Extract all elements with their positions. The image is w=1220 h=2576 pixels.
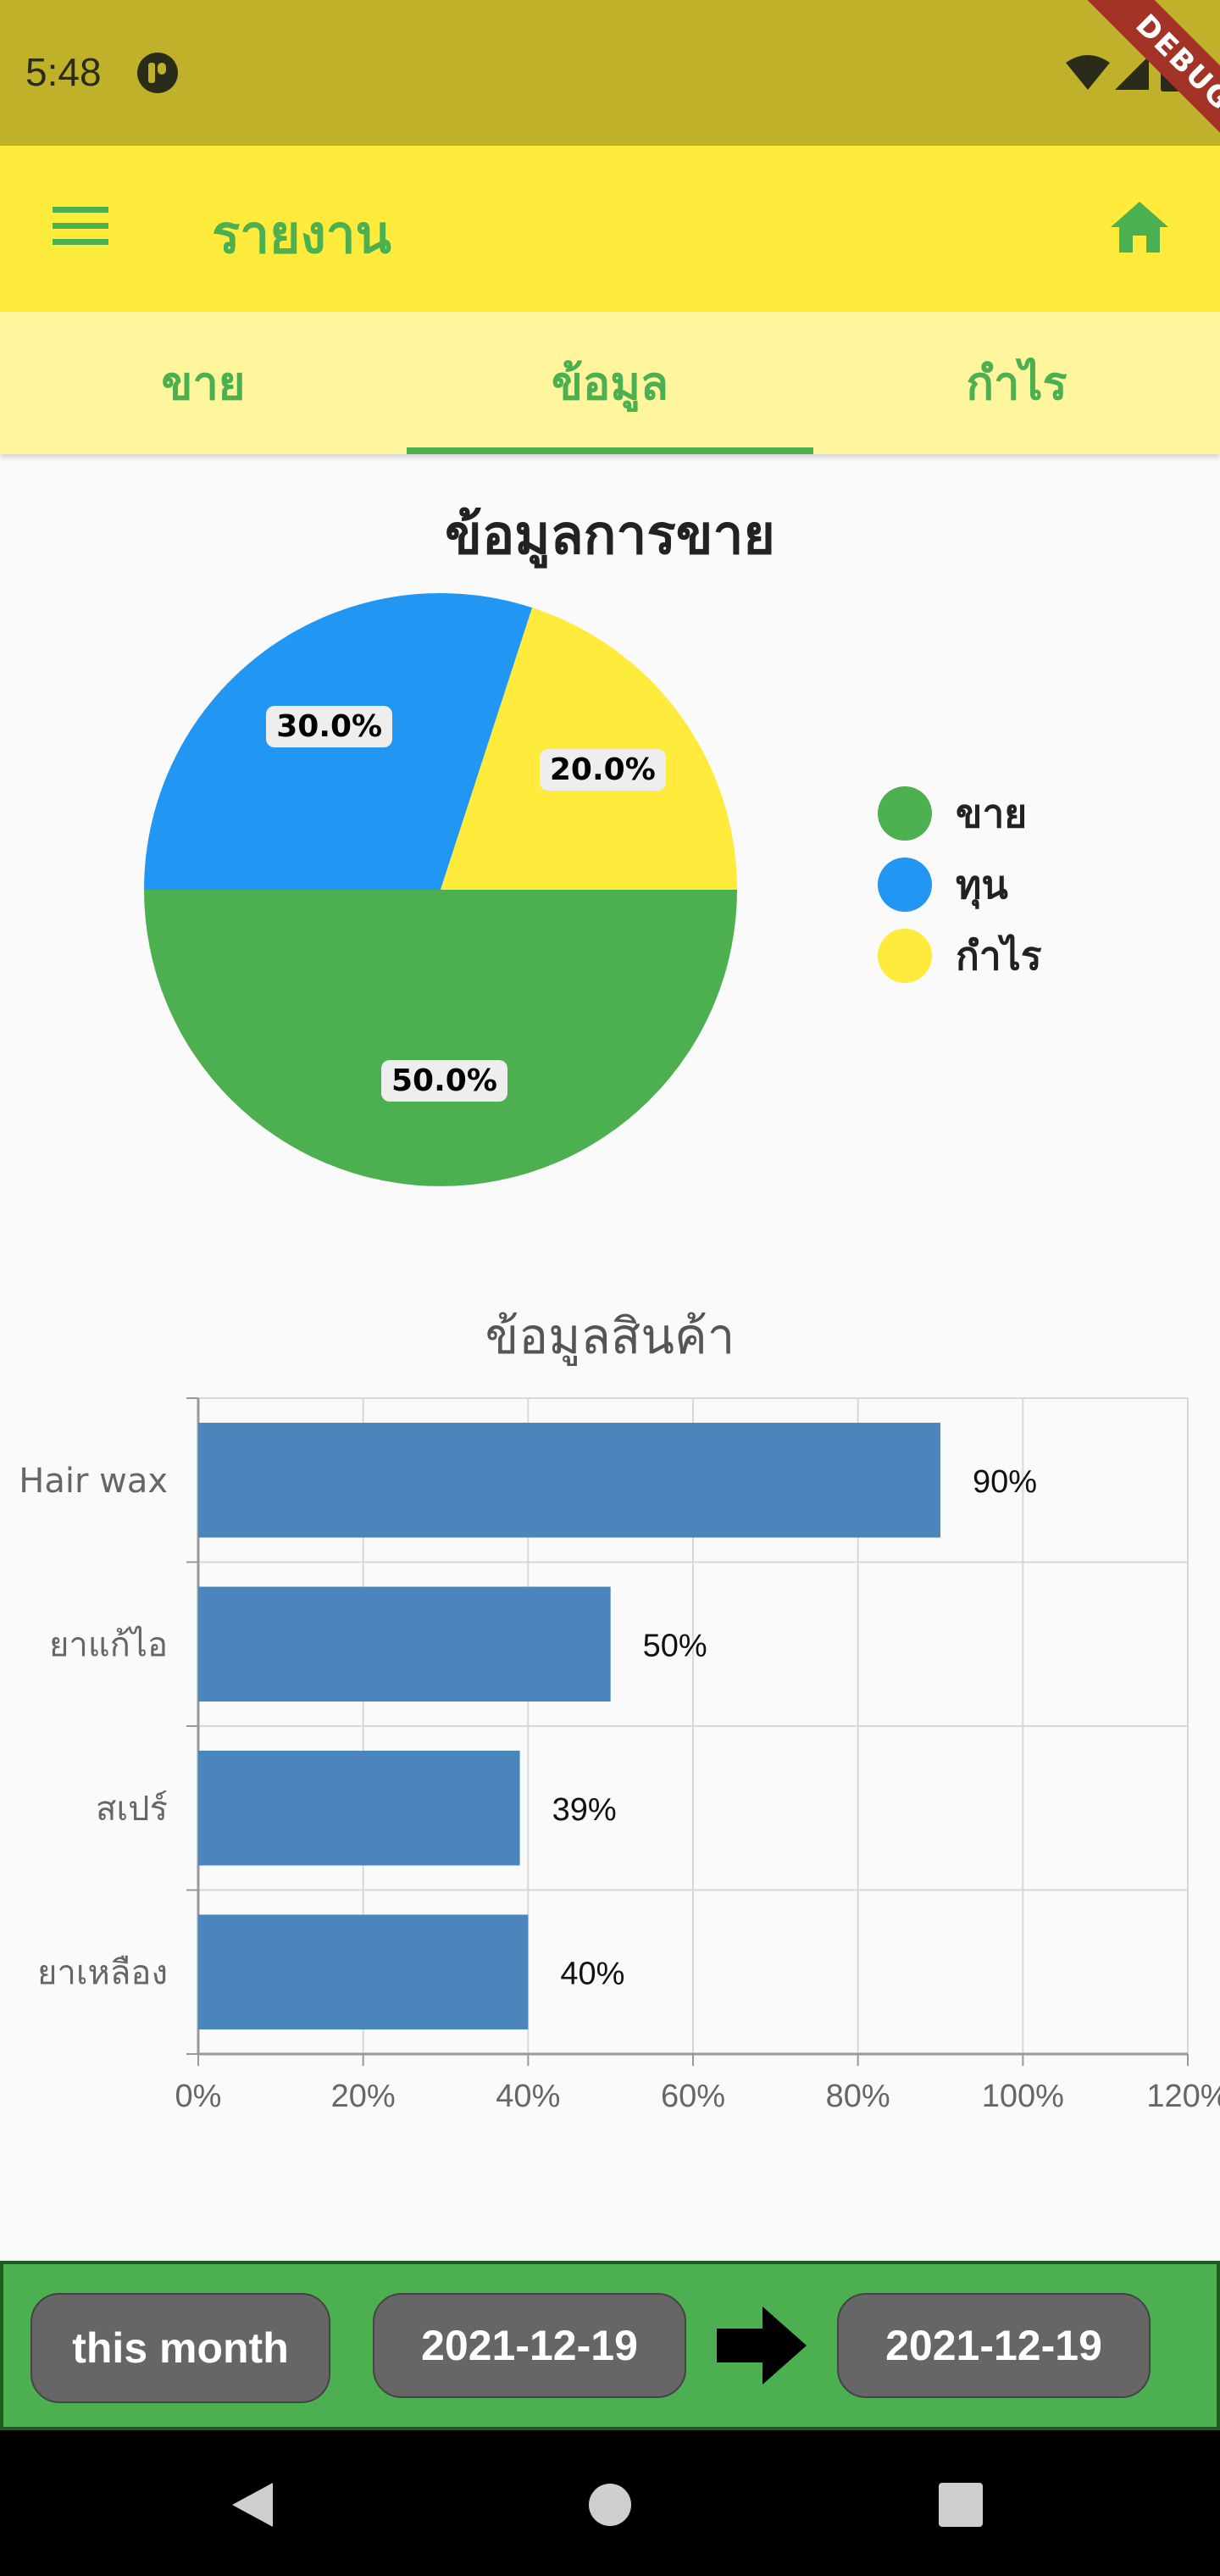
bar-chart: 0% 20% 40% 60% 80% 100% 120% 90% Hair wax 50% ยาแก…: [19, 1397, 1220, 2114]
tab-indicator: [407, 447, 813, 454]
end-date-button[interactable]: 2021-12-19: [837, 2293, 1151, 2398]
legend-dot-sales: [878, 786, 932, 841]
bar: [198, 1914, 529, 2029]
x-tick-label: 40%: [496, 2079, 560, 2114]
legend-item: ขาย: [878, 784, 1027, 843]
signal-icon: [1115, 56, 1149, 90]
bar-value-label: 39%: [552, 1792, 617, 1828]
legend-label: ขาย: [956, 790, 1028, 836]
tab-bar: ขาย ข้อมูล กำไร: [0, 312, 1220, 454]
legend-item: ทุน: [878, 855, 1008, 914]
app-notification-icon: [137, 53, 178, 93]
bar: [198, 1751, 520, 1866]
page-title: รายงาน: [212, 203, 391, 265]
arrow-right-icon: [717, 2307, 807, 2384]
home-icon: [1111, 202, 1168, 253]
x-tick-label: 0%: [175, 2079, 222, 2114]
pie-slice-label: 50.0%: [381, 1060, 507, 1102]
back-icon[interactable]: [229, 2479, 276, 2530]
category-label: สเปร์: [96, 1790, 168, 1829]
pie-slice: [441, 608, 737, 890]
tab-sales[interactable]: ขาย: [161, 357, 246, 410]
menu-icon: [53, 207, 108, 245]
bar: [198, 1423, 940, 1538]
bar-value-label: 50%: [643, 1628, 707, 1663]
pie-slice-label: 30.0%: [266, 706, 393, 748]
bar-value-label: 90%: [973, 1464, 1037, 1500]
status-bar: 5:48 DEBUG: [0, 0, 1220, 146]
legend-label: กำไร: [956, 932, 1042, 979]
pie-chart-svg: [144, 592, 737, 1186]
menu-button[interactable]: [34, 188, 127, 264]
legend-dot-profit: [878, 929, 932, 983]
recents-icon[interactable]: [937, 2481, 984, 2529]
legend-label: ทุน: [956, 861, 1008, 908]
wifi-icon: [1066, 55, 1110, 90]
home-circle-icon[interactable]: [586, 2481, 634, 2529]
app-bar: รายงาน: [0, 146, 1220, 312]
category-label: ยาเหลือง: [37, 1953, 168, 1992]
status-time: 5:48: [25, 50, 102, 94]
x-tick-label: 60%: [661, 2079, 725, 2114]
x-tick-label: 120%: [1146, 2079, 1220, 2114]
home-button[interactable]: [1101, 193, 1178, 261]
x-tick-label: 20%: [331, 2079, 396, 2114]
bar-chart-title: ข้อมูลสินค้า: [485, 1307, 735, 1365]
bar-value-label: 40%: [560, 1956, 624, 1991]
period-select-button[interactable]: this month: [30, 2293, 330, 2403]
x-tick-label: 80%: [826, 2079, 890, 2114]
pie-slice-label: 20.0%: [539, 749, 666, 791]
start-date-button[interactable]: 2021-12-19: [373, 2293, 686, 2398]
pie-chart-title: ข้อมูลการขาย: [445, 504, 775, 567]
category-label: Hair wax: [19, 1462, 168, 1501]
category-label: ยาแก้ไอ: [49, 1625, 168, 1664]
legend-dot-cost: [878, 858, 932, 912]
tab-profit[interactable]: กำไร: [966, 357, 1068, 410]
pie-slice: [144, 890, 737, 1186]
bar: [198, 1586, 611, 1702]
legend-item: กำไร: [878, 926, 1042, 985]
tab-info[interactable]: ข้อมูล: [551, 357, 669, 410]
system-nav-bar: [0, 2430, 1220, 2576]
x-tick-label: 100%: [982, 2079, 1064, 2114]
